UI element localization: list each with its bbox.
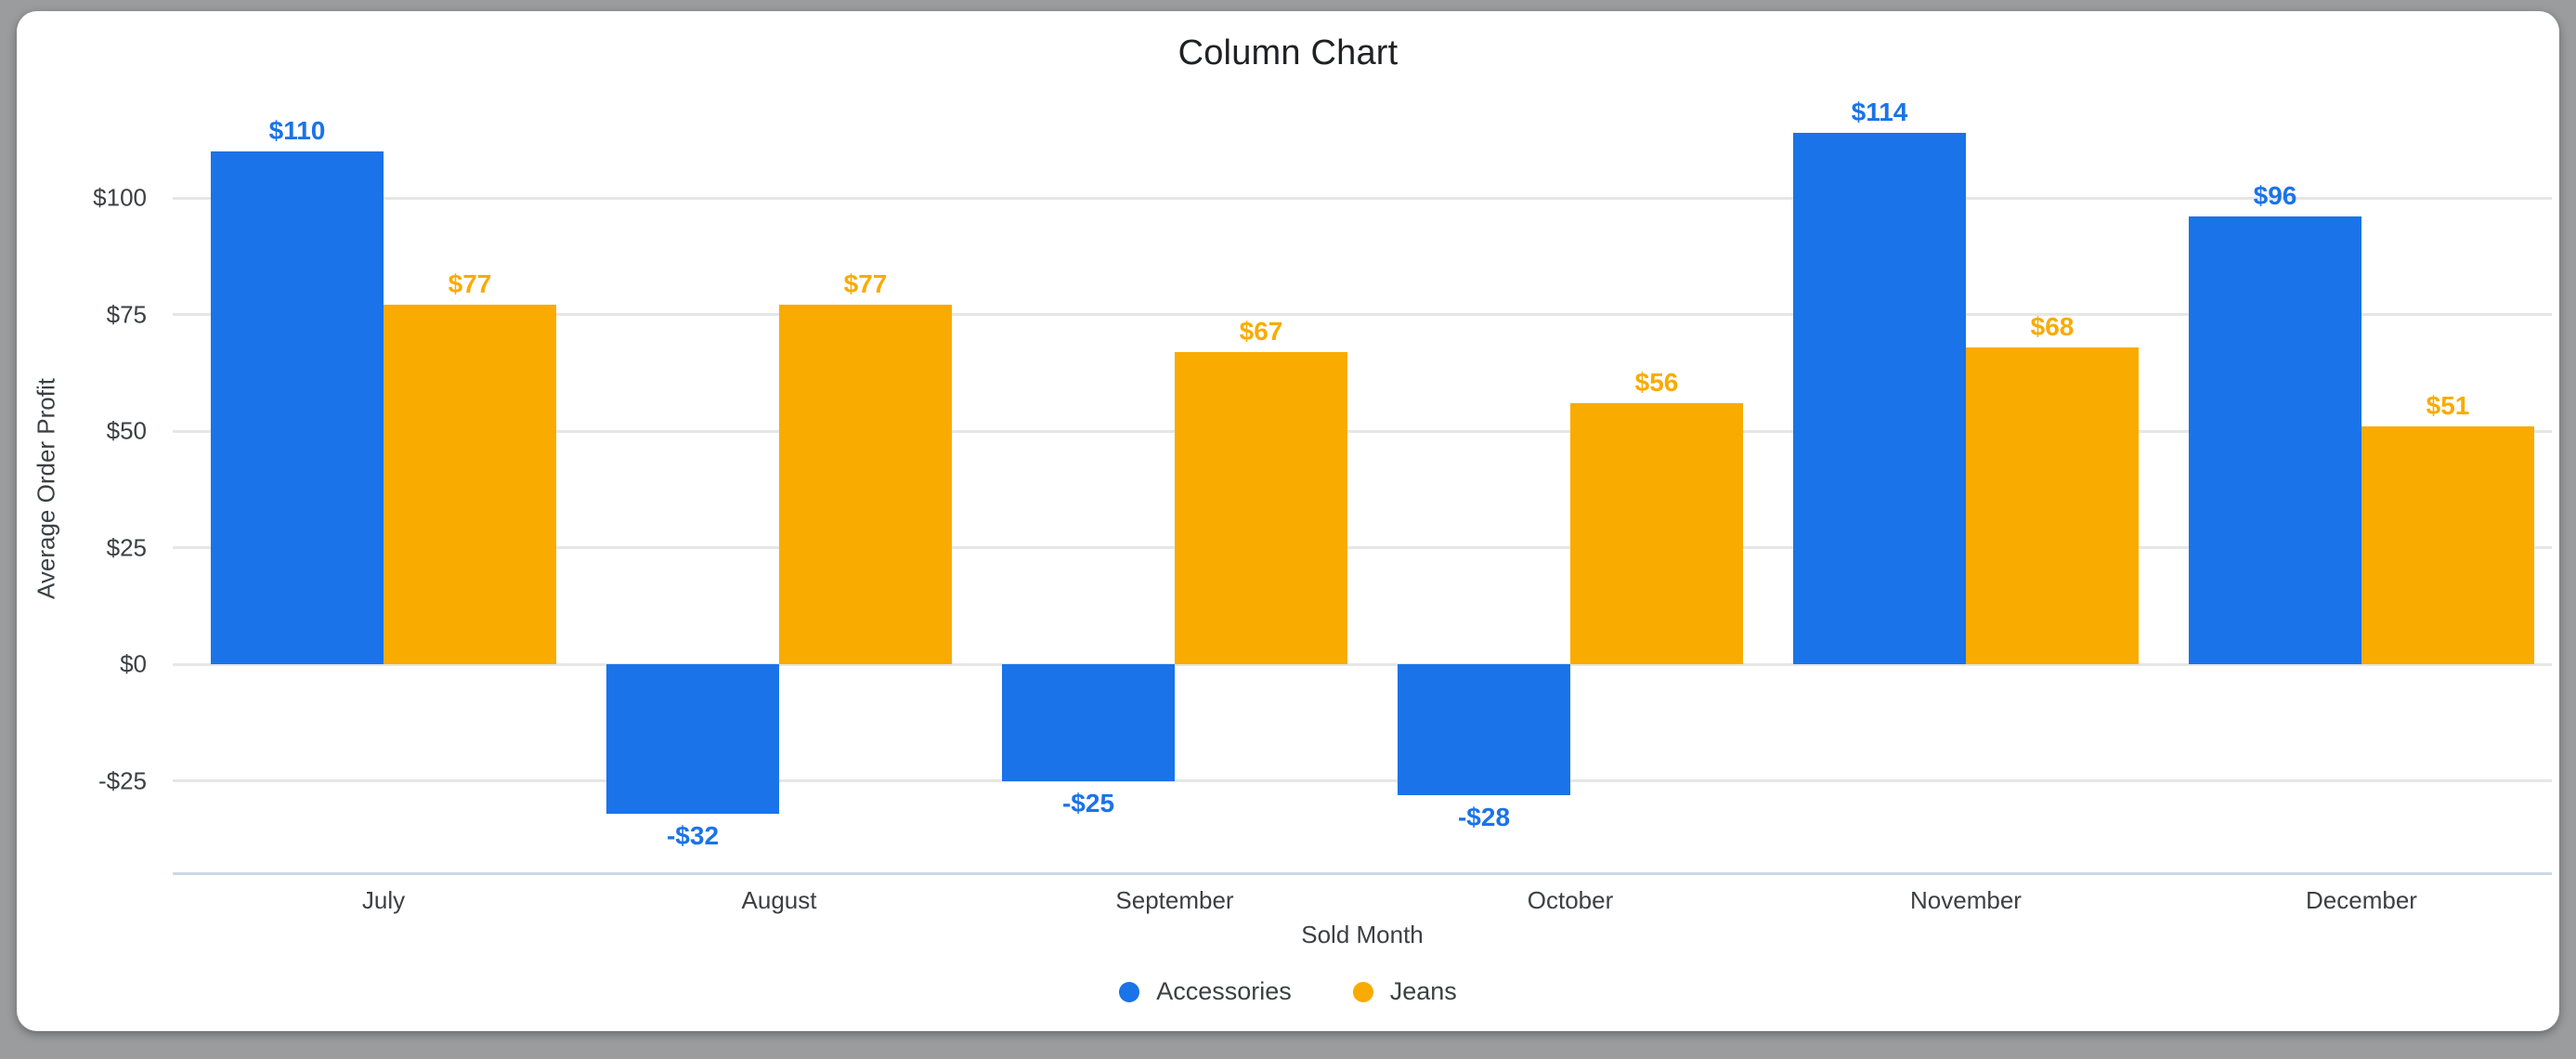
bar-value-label: $77 <box>843 269 888 299</box>
bar-jeans-july[interactable] <box>384 305 556 664</box>
bar-jeans-october[interactable] <box>1570 402 1743 664</box>
bar-value-label: $77 <box>448 269 492 299</box>
bar-value-label: -$32 <box>666 820 720 850</box>
bar-value-label: $96 <box>2253 181 2297 211</box>
x-tick-label-august: August <box>741 886 817 914</box>
x-axis-title: Sold Month <box>1301 921 1424 948</box>
y-tick-label: $0 <box>120 649 147 678</box>
bar-value-label: $67 <box>1239 316 1283 346</box>
bar-jeans-august[interactable] <box>779 305 952 664</box>
x-tick-label-november: November <box>1910 886 2022 914</box>
legend-swatch-icon <box>1119 981 1140 1002</box>
bar-accessories-august[interactable] <box>606 664 779 814</box>
gridline <box>173 196 2552 200</box>
x-tick-label-july: July <box>361 886 406 914</box>
bar-jeans-december[interactable] <box>2361 425 2534 664</box>
bar-value-label: $51 <box>2426 390 2470 420</box>
bar-accessories-july[interactable] <box>211 150 384 664</box>
bar-value-label: $114 <box>1851 97 1908 126</box>
legend-swatch-icon <box>1352 981 1373 1002</box>
y-tick-label: $25 <box>106 533 147 561</box>
bar-accessories-september[interactable] <box>1002 664 1175 781</box>
legend-label: Jeans <box>1389 977 1457 1005</box>
gridline <box>173 779 2552 782</box>
x-tick-label-september: September <box>1115 886 1234 914</box>
y-tick-label: $50 <box>106 416 147 445</box>
bar-value-label: $110 <box>268 115 326 145</box>
legend-item-accessories[interactable]: Accessories <box>1119 977 1292 1006</box>
gridline <box>173 429 2552 433</box>
legend-label: Accessories <box>1156 977 1292 1005</box>
y-tick-label: -$25 <box>98 766 147 794</box>
bar-jeans-september[interactable] <box>1175 351 1347 664</box>
y-axis-title: Average Order Profit <box>32 378 60 599</box>
bar-value-label: -$25 <box>1061 788 1115 817</box>
bar-accessories-october[interactable] <box>1398 664 1570 795</box>
y-tick-label: $100 <box>93 183 147 212</box>
bar-value-label: $68 <box>2030 311 2075 341</box>
chart-legend: Accessories Jeans <box>0 977 2576 1006</box>
gridline <box>173 313 2552 316</box>
gridline <box>173 662 2552 666</box>
chart-title: Column Chart <box>1177 33 1399 72</box>
bar-accessories-november[interactable] <box>1793 132 1966 664</box>
x-axis-line <box>173 871 2552 875</box>
bar-accessories-december[interactable] <box>2189 216 2361 664</box>
bar-jeans-november[interactable] <box>1966 346 2139 664</box>
x-tick-label-december: December <box>2306 886 2417 914</box>
gridline <box>173 546 2552 549</box>
legend-item-jeans[interactable]: Jeans <box>1352 977 1457 1006</box>
y-tick-label: $75 <box>106 300 147 328</box>
bar-value-label: -$28 <box>1457 802 1511 831</box>
x-tick-label-october: October <box>1527 886 1614 914</box>
bar-value-label: $56 <box>1634 367 1679 397</box>
